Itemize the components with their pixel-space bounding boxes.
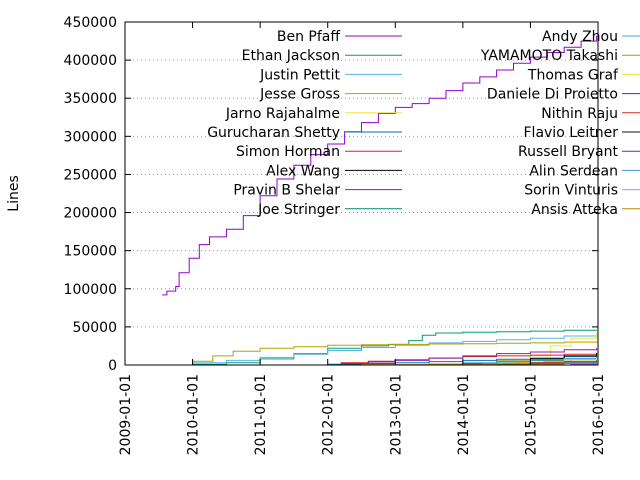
x-tick-label: 2010-01-01 [186, 374, 202, 455]
legend-label: Ben Pfaff [277, 29, 340, 45]
legend-label: Gurucharan Shetty [207, 125, 340, 141]
legend-label: Russell Bryant [518, 144, 619, 160]
x-axis: 2009-01-01 2010-01-01 2011-01-01 2012-01-01… [118, 22, 607, 455]
y-tick-label: 250000 [64, 167, 117, 183]
y-tick-label: 300000 [64, 129, 117, 145]
legend-label: Jarno Rajahalme [225, 106, 340, 122]
legend-label: Alin Serdean [529, 163, 618, 179]
series-line [314, 348, 598, 366]
y-tick-label: 400000 [64, 53, 117, 69]
legend-label: Pravin B Shelar [233, 183, 340, 199]
legend-label: Nithin Raju [541, 106, 618, 122]
legend-label: YAMAMOTO Takashi [480, 48, 618, 64]
legend-label: Ansis Atteka [531, 202, 618, 218]
legend-label: Joe Stringer [257, 202, 340, 218]
legend-label: Justin Pettit [259, 67, 340, 83]
x-tick-label: 2013-01-01 [388, 374, 404, 455]
legend-label: Simon Horman [236, 144, 340, 160]
legend-label: Daniele Di Proietto [487, 87, 618, 103]
x-tick-label: 2015-01-01 [523, 374, 539, 455]
plot-frame [124, 21, 599, 366]
series-line [165, 341, 598, 366]
series-lines [158, 35, 598, 366]
x-tick-label: 2011-01-01 [253, 374, 269, 455]
y-tick-label: 150000 [64, 244, 117, 260]
y-tick-label: 100000 [64, 282, 117, 298]
y-tick-label: 450000 [64, 15, 117, 31]
legend-label: Ethan Jackson [242, 48, 340, 64]
legend-label: Alex Wang [266, 163, 340, 179]
series-line [158, 334, 598, 366]
y-tick-label: 0 [108, 358, 117, 374]
legend-label: Flavio Leitner [524, 125, 619, 141]
x-tick-label: 2012-01-01 [321, 374, 337, 455]
y-axis: 0 50000 100000 150000 200000 250000 300000 3500… [64, 15, 598, 374]
y-tick-label: 50000 [72, 320, 117, 336]
x-tick-label: 2016-01-01 [591, 374, 607, 455]
legend: Ben Pfaff Ethan Jackson Justin Pettit Jesse… [207, 29, 640, 218]
y-tick-label: 200000 [64, 206, 117, 222]
x-tick-label: 2014-01-01 [456, 374, 472, 455]
y-tick-label: 350000 [64, 91, 117, 107]
x-tick-label: 2009-01-01 [118, 374, 134, 455]
grid-lines [125, 59, 598, 328]
legend-label: Thomas Graf [527, 67, 619, 83]
legend-label: Andy Zhou [542, 29, 618, 45]
legend-label: Jesse Gross [259, 87, 340, 103]
y-axis-label: Lines [6, 175, 22, 211]
legend-label: Sorin Vinturis [524, 183, 618, 199]
